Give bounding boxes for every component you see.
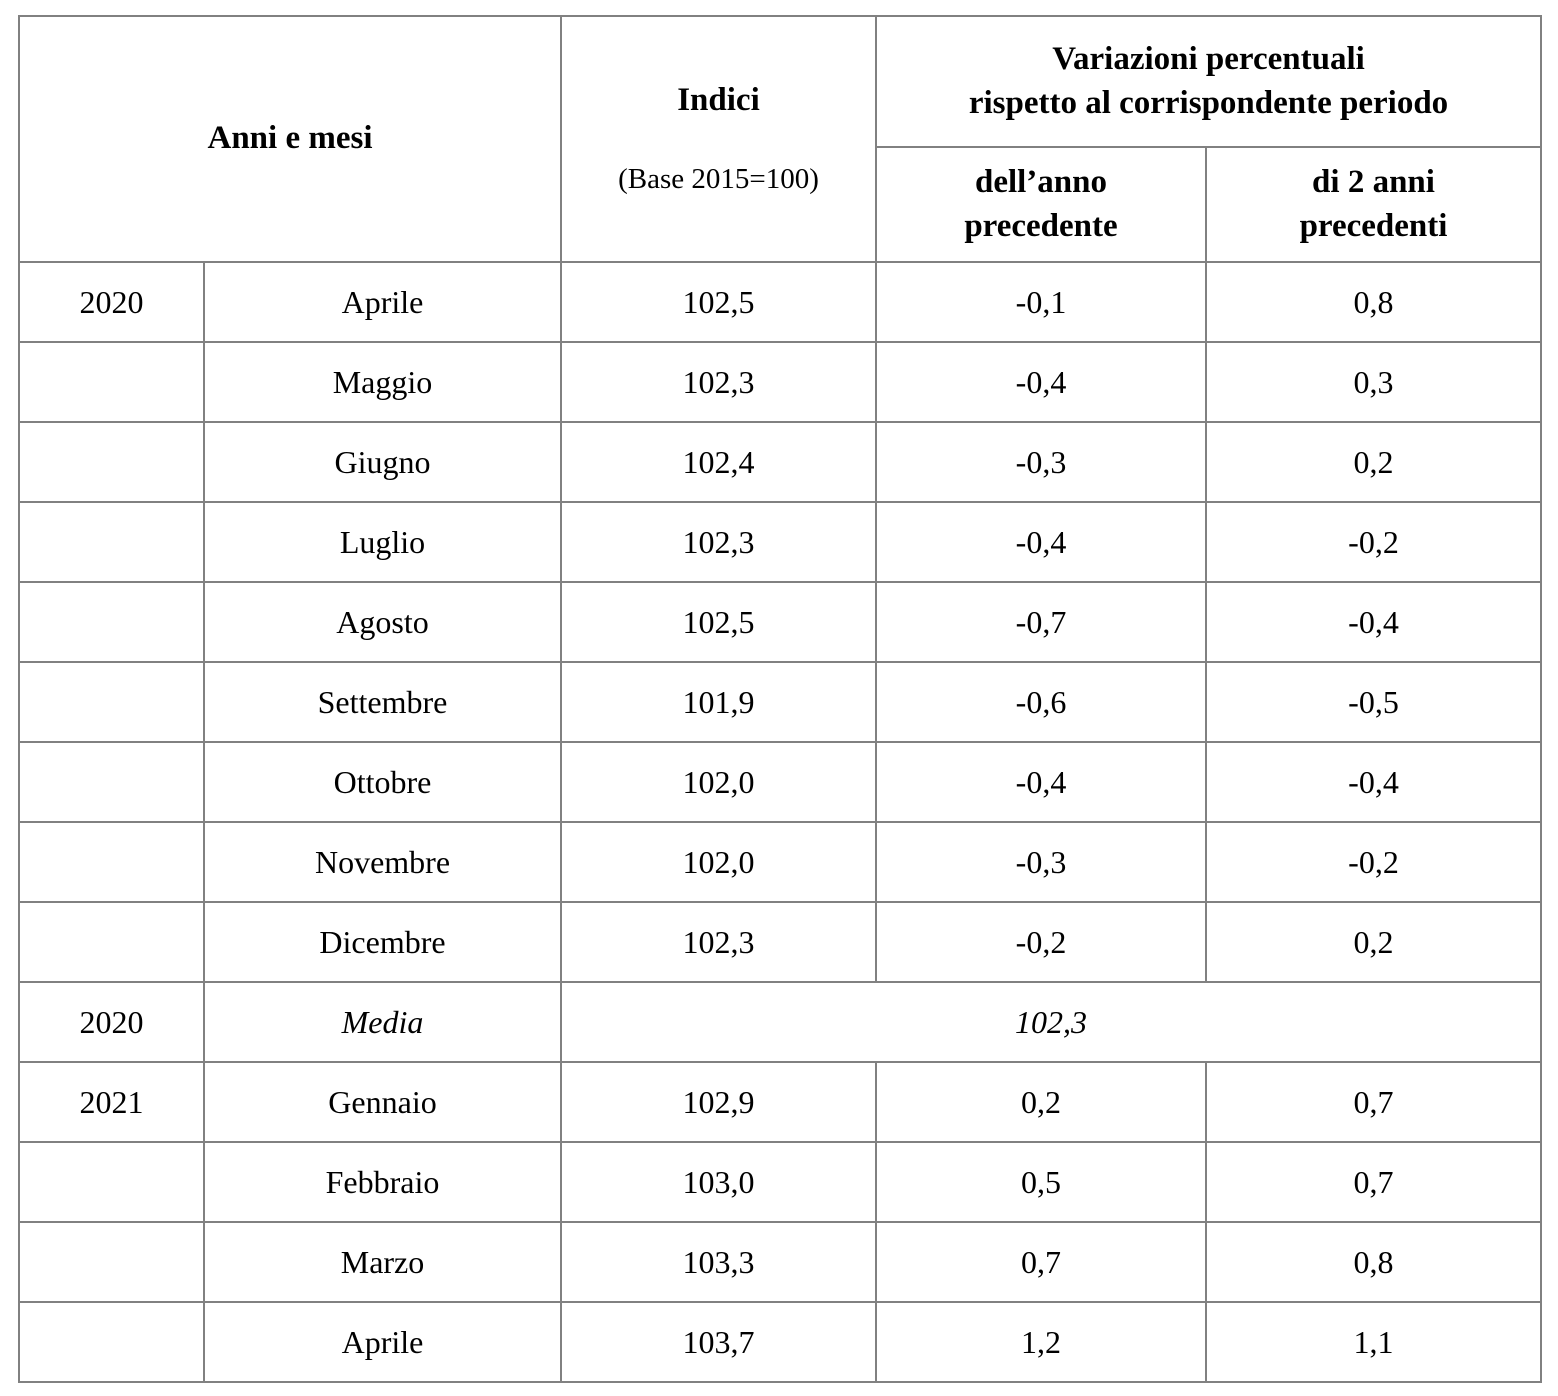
var-two-years-cell: 0,8 [1205,261,1542,343]
header-var-anno-precedente: dell’anno precedente [875,146,1207,263]
index-value-cell: 103,3 [560,1221,877,1303]
data-row: Marzo 103,3 0,7 0,8 [18,1221,1542,1303]
header-indici: Indici (Base 2015=100) [560,15,877,263]
header-indici-base: (Base 2015=100) [618,163,819,196]
var-prev-year-cell: -0,3 [875,821,1207,903]
data-row: Aprile 103,7 1,2 1,1 [18,1301,1542,1383]
header-row-2: dell’anno precedente di 2 anni precedent… [19,146,1542,263]
var-prev-year-cell: -0,2 [875,901,1207,983]
month-cell: Febbraio [203,1141,562,1223]
month-cell: Settembre [203,661,562,743]
data-row: 2021 Gennaio 102,9 0,2 0,7 [18,1061,1542,1143]
month-cell: Maggio [203,341,562,423]
table-header: Anni e mesi Indici (Base 2015=100) Varia… [18,15,1542,263]
var-prev-year-cell: -0,7 [875,581,1207,663]
var-prev-year-cell: -0,4 [875,501,1207,583]
data-row: Novembre 102,0 -0,3 -0,2 [18,821,1542,903]
var-prev-year-cell: -0,1 [875,261,1207,343]
media-value-cell: 102,3 [560,981,1542,1063]
var-prev-year-cell: 0,2 [875,1061,1207,1143]
var-two-years-cell: -0,2 [1205,501,1542,583]
year-cell: 2021 [18,1061,205,1143]
var-prev-year-cell: -0,4 [875,741,1207,823]
data-row: Agosto 102,5 -0,7 -0,4 [18,581,1542,663]
month-cell: Media [203,981,562,1063]
index-value-cell: 102,9 [560,1061,877,1143]
index-value-cell: 102,0 [560,821,877,903]
media-row: 2020 Media 102,3 [18,981,1542,1063]
header-variazioni-percentuali: Variazioni percentuali rispetto al corri… [875,15,1542,148]
year-cell: 2020 [18,981,205,1063]
var-two-years-cell: 0,2 [1205,421,1542,503]
var-two-years-cell: -0,4 [1205,741,1542,823]
year-cell [18,661,205,743]
var-two-years-cell: 0,2 [1205,901,1542,983]
year-cell [18,741,205,823]
year-cell [18,581,205,663]
index-value-cell: 101,9 [560,661,877,743]
month-cell: Giugno [203,421,562,503]
month-cell: Marzo [203,1221,562,1303]
var-two-years-cell: -0,5 [1205,661,1542,743]
year-cell [18,821,205,903]
year-cell [18,421,205,503]
table-body: 2020 Aprile 102,5 -0,1 0,8 Maggio 102,3 -0,4 0,3… [18,261,1542,1383]
var-two-years-cell: -0,4 [1205,581,1542,663]
year-cell [18,901,205,983]
index-value-cell: 102,5 [560,581,877,663]
var-two-years-cell: 1,1 [1205,1301,1542,1383]
month-cell: Luglio [203,501,562,583]
index-value-cell: 102,0 [560,741,877,823]
var-two-years-cell: 0,7 [1205,1141,1542,1223]
data-row: Febbraio 103,0 0,5 0,7 [18,1141,1542,1223]
year-cell [18,501,205,583]
year-cell [18,1141,205,1223]
data-row: Maggio 102,3 -0,4 0,3 [18,341,1542,423]
month-cell: Agosto [203,581,562,663]
index-value-cell: 103,0 [560,1141,877,1223]
index-value-cell: 102,3 [560,341,877,423]
month-cell: Dicembre [203,901,562,983]
index-value-cell: 103,7 [560,1301,877,1383]
data-row: 2020 Aprile 102,5 -0,1 0,8 [18,261,1542,343]
var-prev-year-cell: -0,3 [875,421,1207,503]
var-prev-year-cell: 1,2 [875,1301,1207,1383]
month-cell: Gennaio [203,1061,562,1143]
var-two-years-cell: 0,8 [1205,1221,1542,1303]
year-cell [18,341,205,423]
year-cell [18,1301,205,1383]
index-value-cell: 102,5 [560,261,877,343]
header-var-2-anni-precedenti: di 2 anni precedenti [1205,146,1542,263]
year-cell: 2020 [18,261,205,343]
var-two-years-cell: -0,2 [1205,821,1542,903]
index-value-cell: 102,3 [560,901,877,983]
var-prev-year-cell: 0,5 [875,1141,1207,1223]
var-two-years-cell: 0,3 [1205,341,1542,423]
data-row: Giugno 102,4 -0,3 0,2 [18,421,1542,503]
data-row: Luglio 102,3 -0,4 -0,2 [18,501,1542,583]
data-row: Dicembre 102,3 -0,2 0,2 [18,901,1542,983]
index-value-cell: 102,4 [560,421,877,503]
header-anni-e-mesi: Anni e mesi [18,15,562,263]
var-prev-year-cell: -0,6 [875,661,1207,743]
index-value-cell: 102,3 [560,501,877,583]
data-row: Settembre 101,9 -0,6 -0,5 [18,661,1542,743]
month-cell: Aprile [203,261,562,343]
year-cell [18,1221,205,1303]
month-cell: Ottobre [203,741,562,823]
header-row-1: Anni e mesi Indici (Base 2015=100) Varia… [18,15,1542,263]
header-indici-title: Indici [677,81,760,118]
var-prev-year-cell: 0,7 [875,1221,1207,1303]
var-prev-year-cell: -0,4 [875,341,1207,423]
month-cell: Aprile [203,1301,562,1383]
var-two-years-cell: 0,7 [1205,1061,1542,1143]
data-row: Ottobre 102,0 -0,4 -0,4 [18,741,1542,823]
month-cell: Novembre [203,821,562,903]
price-index-table: Anni e mesi Indici (Base 2015=100) Varia… [18,15,1542,1383]
